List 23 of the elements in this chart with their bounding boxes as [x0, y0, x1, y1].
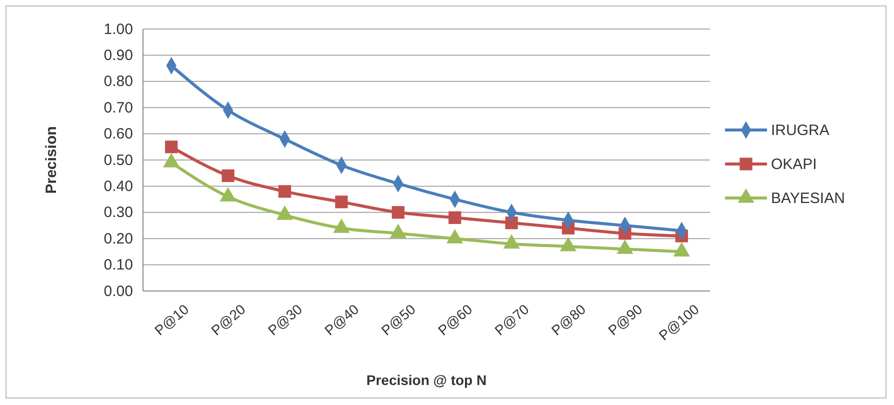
legend-label: BAYESIAN [771, 190, 845, 207]
y-tick-label: 0.90 [104, 47, 133, 64]
legend-label: OKAPI [771, 156, 817, 173]
point [448, 211, 462, 224]
y-tick-label: 0.60 [104, 126, 133, 143]
y-tick-label: 0.30 [104, 204, 133, 222]
y-tick-label: 0.50 [104, 152, 133, 169]
y-tick-label: 0.80 [104, 73, 133, 90]
point [165, 140, 178, 154]
y-tick-label: 1.00 [104, 20, 133, 38]
y-tick-label: 0.20 [104, 230, 133, 248]
point [505, 216, 518, 230]
point [335, 196, 348, 208]
legend-label: IRUGRA [771, 122, 830, 139]
y-tick-label: 0.00 [104, 282, 133, 300]
y-tick-label: 0.40 [104, 178, 133, 195]
y-tick-label: 0.10 [104, 256, 133, 274]
y-axis-title: Precision [43, 126, 60, 194]
point [392, 206, 404, 219]
x-axis-title: Precision @ top N [366, 372, 487, 388]
point [278, 185, 292, 198]
y-tick-label: 0.70 [104, 99, 133, 116]
point [222, 169, 234, 182]
